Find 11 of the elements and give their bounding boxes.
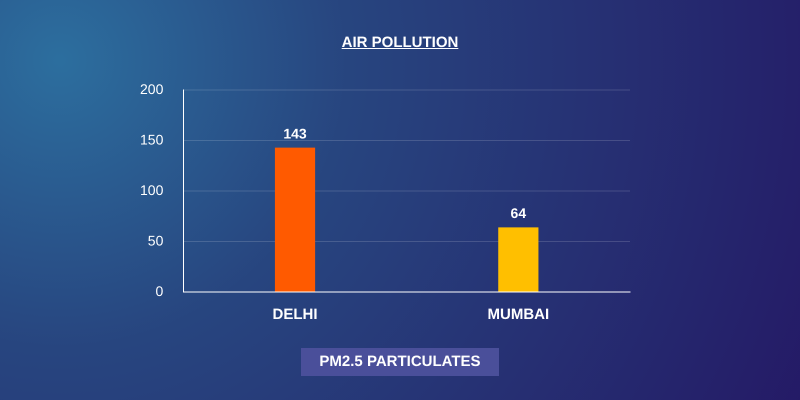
x-tick-label: MUMBAI — [488, 306, 550, 324]
y-tick-label: 200 — [140, 80, 164, 97]
data-label: 143 — [283, 125, 307, 142]
y-tick-label: 150 — [140, 131, 164, 148]
chart-title: AIR POLLUTION — [342, 34, 458, 51]
y-tick-label: 100 — [140, 182, 164, 198]
x-axis-title: PM2.5 PARTICULATES — [301, 348, 499, 376]
x-tick-label: DELHI — [272, 306, 318, 324]
data-label: 64 — [510, 205, 526, 222]
y-tick-label: 0 — [156, 282, 164, 299]
y-tick-label: 50 — [148, 232, 164, 248]
